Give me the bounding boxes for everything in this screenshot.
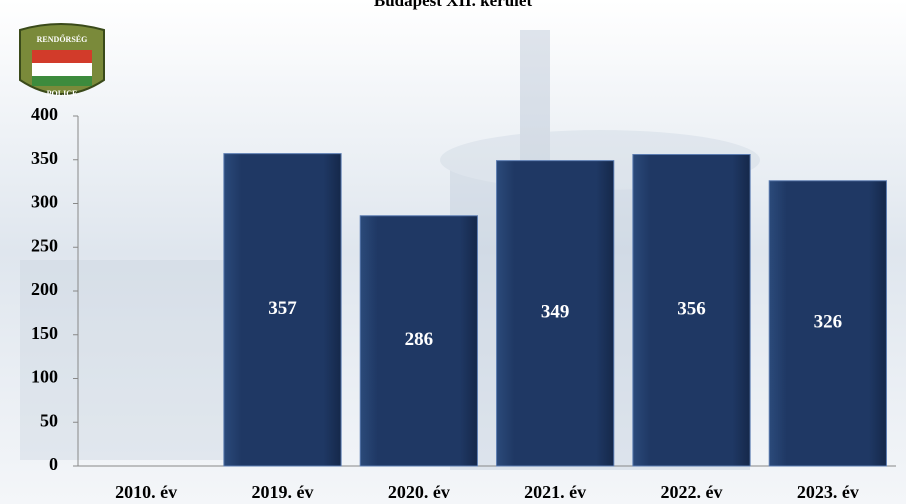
value-label: 356	[677, 299, 706, 320]
x-tick-label: 2022. év	[661, 482, 723, 502]
y-tick-label: 250	[31, 235, 58, 255]
value-label: 357	[268, 298, 297, 319]
y-tick-label: 200	[31, 279, 58, 299]
x-tick-label: 2019. év	[252, 482, 314, 502]
y-tick-label: 0	[49, 454, 58, 474]
y-tick-label: 400	[31, 104, 58, 124]
bar	[223, 153, 342, 467]
y-tick-label: 100	[31, 367, 58, 387]
x-tick-label: 2020. év	[388, 482, 450, 502]
x-tick-label: 2023. év	[797, 482, 859, 502]
bar	[359, 215, 478, 467]
logo-bottom-text: POLICE	[47, 89, 78, 98]
bar	[632, 154, 751, 467]
x-tick-label: 2010. év	[115, 482, 177, 502]
logo-top-text: RENDŐRSÉG	[37, 34, 88, 44]
value-label: 286	[405, 329, 434, 350]
y-tick-label: 150	[31, 323, 58, 343]
value-label: 349	[541, 302, 570, 323]
y-tick-label: 50	[40, 410, 58, 430]
police-logo: RENDŐRSÉG POLICE	[19, 23, 105, 98]
y-tick-label: 300	[31, 192, 58, 212]
value-label: 326	[814, 312, 843, 333]
chart-title: Budapest XII. kerület	[374, 0, 533, 10]
bar	[496, 160, 615, 467]
bar	[768, 180, 887, 467]
y-tick-label: 350	[31, 148, 58, 168]
x-tick-label: 2021. év	[524, 482, 586, 502]
